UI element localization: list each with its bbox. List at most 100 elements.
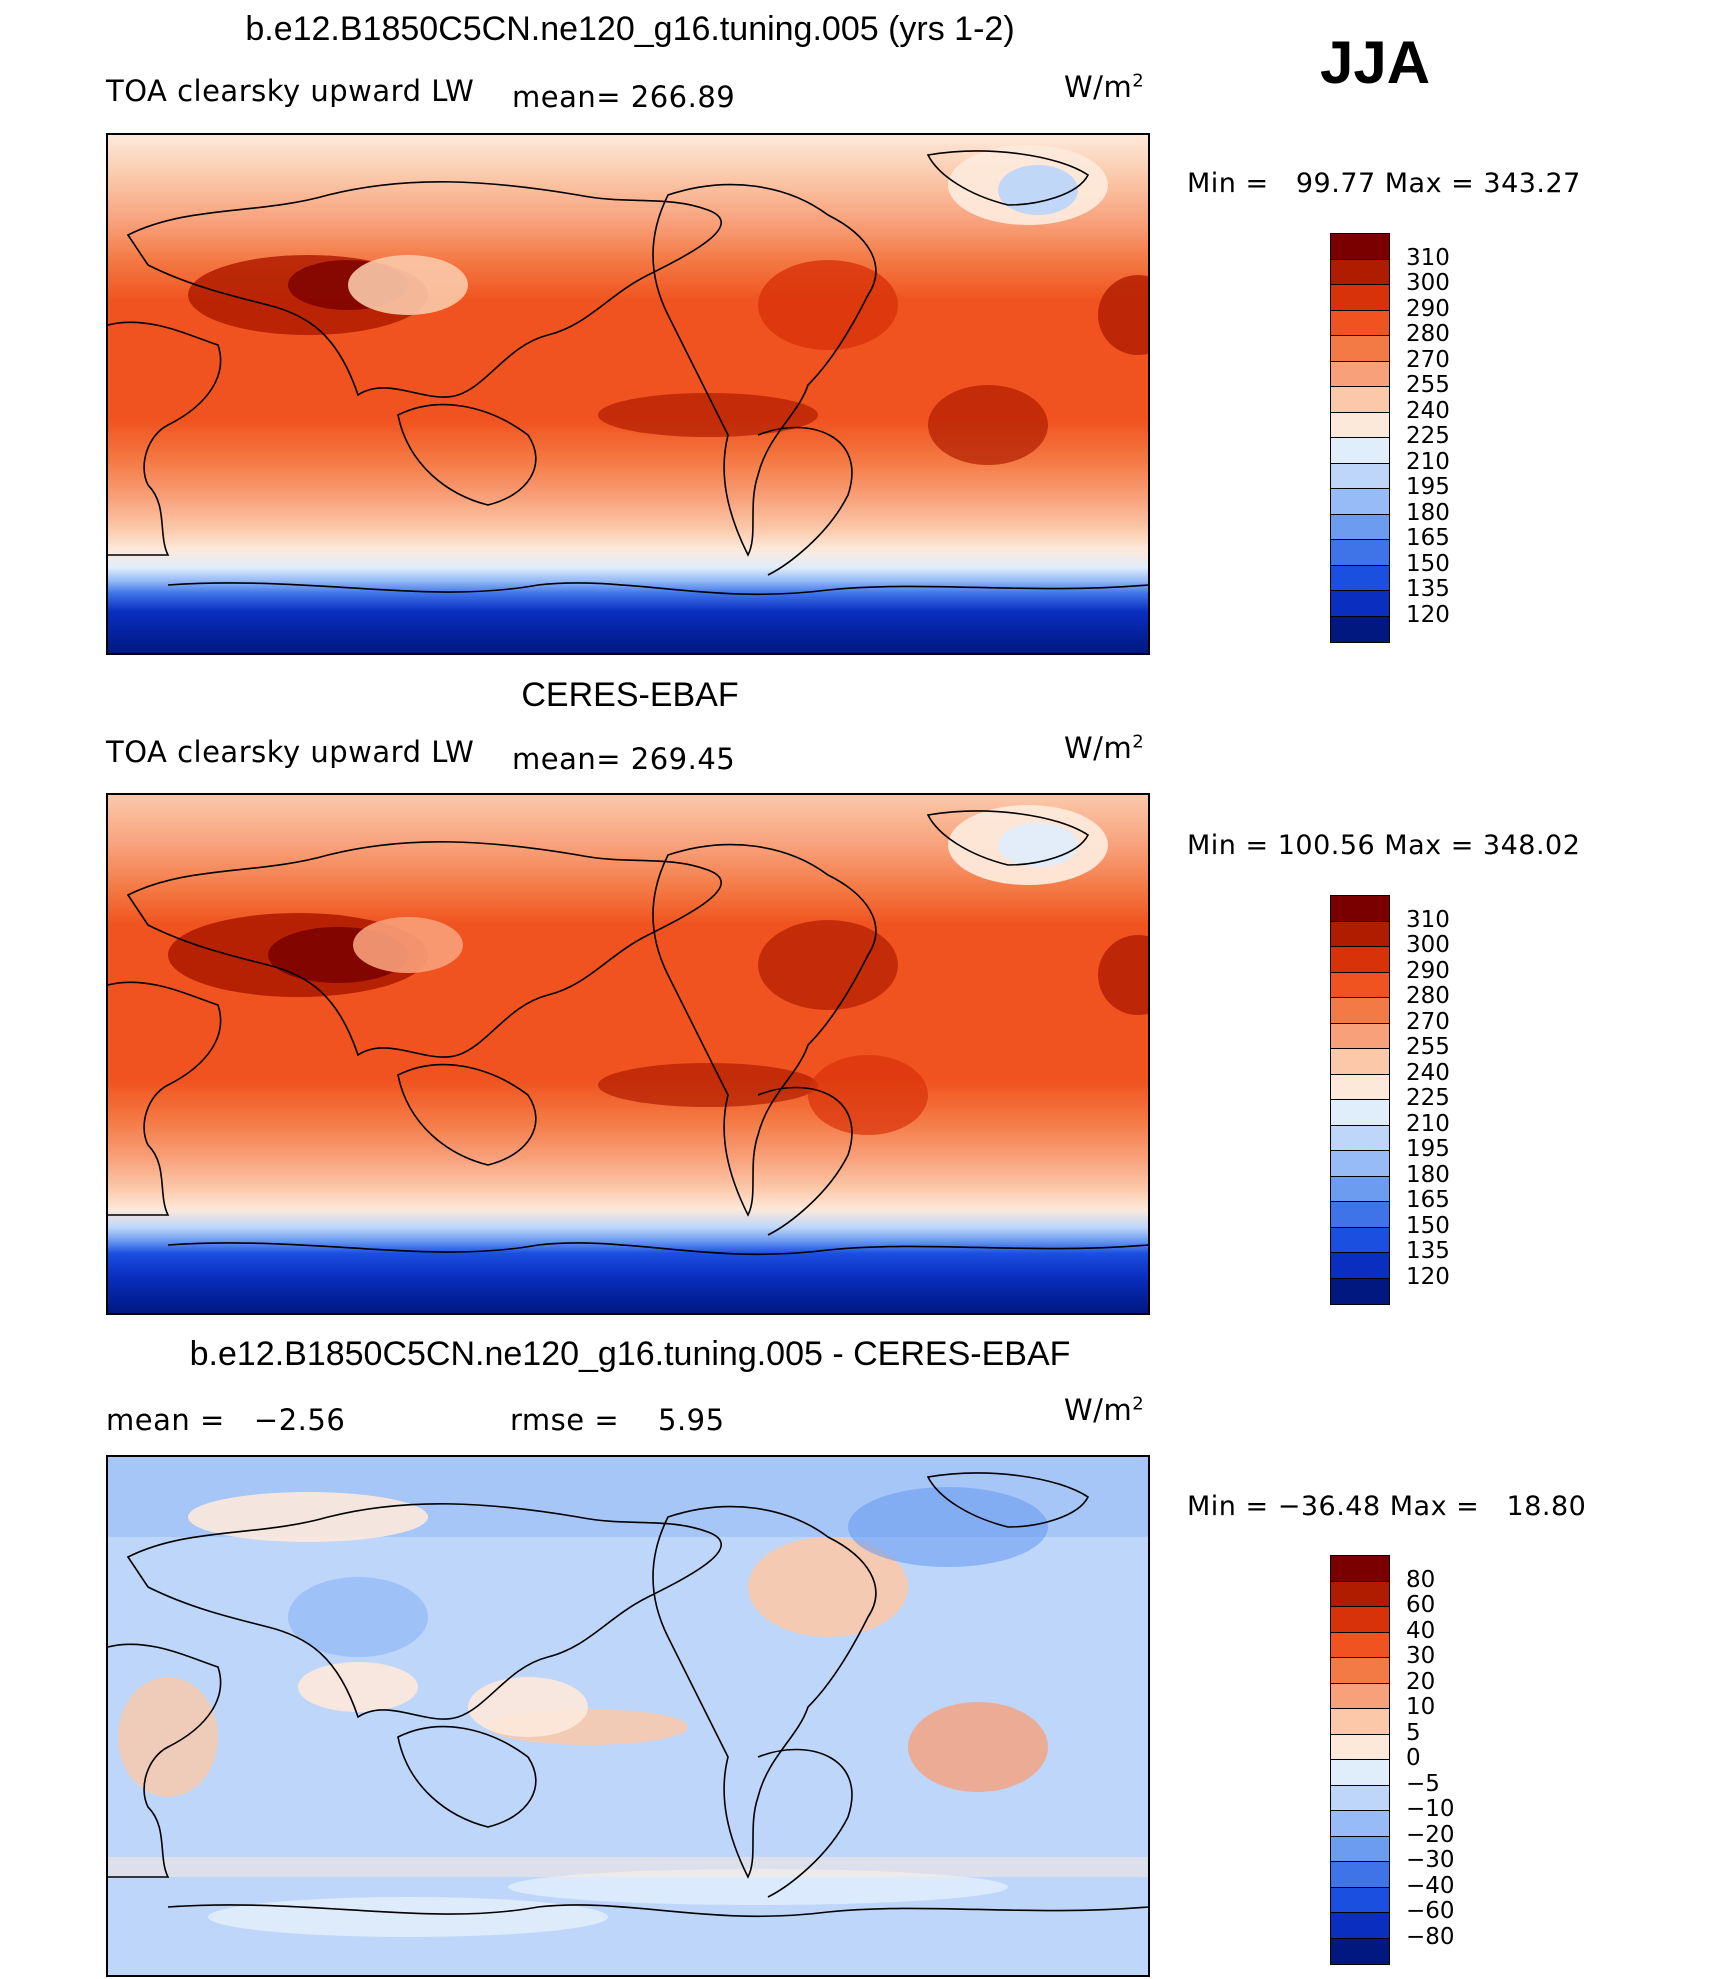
panel1-colorbar-tick-label: 225 (1406, 423, 1450, 449)
panel2-colorbar-tick-label: 280 (1406, 983, 1450, 1009)
panel2-colorbar-tick-label: 310 (1406, 906, 1450, 933)
panel3-colorbar-box (1331, 1811, 1389, 1837)
panel2-colorbar-box (1331, 896, 1389, 922)
panel1-colorbar-box (1331, 387, 1389, 413)
panel3-mean: mean = −2.56 (106, 1403, 346, 1437)
panel2-minmax: Min = 100.56 Max = 348.02 (1187, 830, 1581, 861)
panel3-rmse: rmse = 5.95 (510, 1403, 725, 1437)
panel3-colorbar-box (1331, 1734, 1389, 1760)
panel2-colorbar-tick-label: 255 (1406, 1034, 1450, 1060)
panel1-colorbar-tick-label: 310 (1406, 244, 1450, 271)
panel2-field-label: TOA clearsky upward LW (106, 735, 475, 769)
panel3-colorbar-tick-label: 10 (1406, 1694, 1436, 1720)
panel1-colorbar-box (1331, 361, 1389, 387)
panel2-colorbar-box (1331, 1100, 1389, 1126)
panel1-colorbar-box (1331, 616, 1389, 642)
panel2-colorbar-tick-label: 210 (1406, 1110, 1450, 1137)
panel1-colorbar-box (1331, 438, 1389, 464)
panel1-minmax: Min = 99.77 Max = 343.27 (1187, 168, 1581, 199)
panel3-colorbar-tick-label: 5 (1406, 1719, 1421, 1746)
panel3-colorbar-tick-label: −5 (1406, 1770, 1440, 1797)
panel1-colorbar-tick-label: 240 (1406, 397, 1450, 424)
panel3-colorbar-box (1331, 1785, 1389, 1811)
panel1-colorbar-box (1331, 591, 1389, 617)
panel1-colorbar-box (1331, 310, 1389, 336)
panel3-colorbar-box (1331, 1556, 1389, 1582)
panel3-colorbar-tick-label: −30 (1406, 1847, 1455, 1873)
panel3-colorbar-box (1331, 1836, 1389, 1862)
panel2-map (106, 793, 1150, 1315)
panel1-colorbar-tick-label: 120 (1406, 601, 1450, 628)
panel3-colorbar-box (1331, 1658, 1389, 1684)
panel3-colorbar-box (1331, 1581, 1389, 1607)
panel2-colorbar-tick-label: 150 (1406, 1212, 1450, 1239)
panel3-map-svg (108, 1457, 1148, 1975)
panel2-colorbar-tick-label: 135 (1406, 1238, 1450, 1264)
panel3-colorbar-box (1331, 1938, 1389, 1964)
panel1-colorbar-box (1331, 234, 1389, 260)
panel2-colorbar-box (1331, 998, 1389, 1024)
panel3-colorbar-box (1331, 1709, 1389, 1735)
panel3-colorbar-tick-label: 30 (1406, 1643, 1436, 1669)
panel1-colorbar-tick-label: 150 (1406, 550, 1450, 577)
panel2-colorbar-box (1331, 972, 1389, 998)
panel2-colorbar-tick-label: 225 (1406, 1085, 1450, 1111)
panel3-colorbar-tick-label: −80 (1406, 1923, 1455, 1950)
panel1-colorbar-box (1331, 463, 1389, 489)
panel1-colorbar-box (1331, 412, 1389, 438)
panel2-colorbar-box (1331, 921, 1389, 947)
panel1-title: b.e12.B1850C5CN.ne120_g16.tuning.005 (yr… (245, 10, 1015, 48)
panel2-map-svg (108, 795, 1148, 1313)
panel2-colorbar-box (1331, 1227, 1389, 1253)
panel3-colorbar-tick-label: 40 (1406, 1617, 1436, 1644)
panel3-colorbar-box (1331, 1862, 1389, 1888)
panel2-colorbar-tick-label: 270 (1406, 1008, 1450, 1035)
panel2-colorbar-box (1331, 1023, 1389, 1049)
panel2-colorbar-tick-label: 120 (1406, 1263, 1450, 1290)
panel2-colorbar-tick-label: 180 (1406, 1161, 1450, 1188)
panel1-colorbar (1330, 233, 1390, 643)
panel2-colorbar-box (1331, 1125, 1389, 1151)
panel2-colorbar-box (1331, 1278, 1389, 1304)
panel2-colorbar-tick-label: 300 (1406, 932, 1450, 958)
panel2-colorbar-box (1331, 1074, 1389, 1100)
panel1-colorbar-box (1331, 285, 1389, 311)
panel3-colorbar-box (1331, 1887, 1389, 1913)
panel3-map (106, 1455, 1150, 1977)
panel3-colorbar-tick-label: −10 (1406, 1796, 1455, 1822)
panel1-coastlines (108, 150, 1148, 596)
panel2-colorbar-tick-label: 240 (1406, 1059, 1450, 1086)
panel3-colorbar (1330, 1555, 1390, 1965)
panel2-coastlines (108, 810, 1148, 1256)
panel3-minmax: Min = −36.48 Max = 18.80 (1187, 1491, 1587, 1522)
panel1-colorbar-tick-label: 180 (1406, 499, 1450, 526)
panel3-colorbar-tick-label: −60 (1406, 1898, 1455, 1924)
panel1-colorbar-box (1331, 259, 1389, 285)
panel1-map (106, 133, 1150, 655)
panel2-colorbar-tick-label: 165 (1406, 1187, 1450, 1213)
panel2-units: W/m2 (1064, 731, 1145, 765)
panel1-colorbar-tick-label: 135 (1406, 576, 1450, 602)
panel2-colorbar-box (1331, 1176, 1389, 1202)
panel1-colorbar-box (1331, 489, 1389, 515)
panel1-colorbar-box (1331, 540, 1389, 566)
panel1-field-label: TOA clearsky upward LW (106, 74, 475, 108)
panel3-coastlines (108, 1472, 1148, 1918)
panel3-colorbar-tick-label: 20 (1406, 1668, 1436, 1695)
panel1-map-svg (108, 135, 1148, 653)
season-label: JJA (1320, 29, 1431, 96)
panel1-colorbar-tick-label: 280 (1406, 321, 1450, 347)
panel3-colorbar-tick-label: −40 (1406, 1872, 1455, 1899)
panel2-colorbar-box (1331, 1049, 1389, 1075)
panel3-title: b.e12.B1850C5CN.ne120_g16.tuning.005 - C… (189, 1335, 1071, 1373)
panel1-colorbar-tick-label: 300 (1406, 270, 1450, 296)
panel3-colorbar-tick-label: 60 (1406, 1592, 1436, 1618)
panel3-colorbar-tick-label: 0 (1406, 1745, 1421, 1771)
panel1-colorbar-tick-label: 210 (1406, 448, 1450, 475)
panel2-title: CERES-EBAF (521, 676, 739, 714)
panel1-colorbar-tick-label: 290 (1406, 295, 1450, 322)
panel2-mean: mean= 269.45 (512, 742, 736, 776)
panel2-colorbar-box (1331, 1151, 1389, 1177)
panel3-colorbar-box (1331, 1683, 1389, 1709)
panel3-colorbar-box (1331, 1760, 1389, 1786)
